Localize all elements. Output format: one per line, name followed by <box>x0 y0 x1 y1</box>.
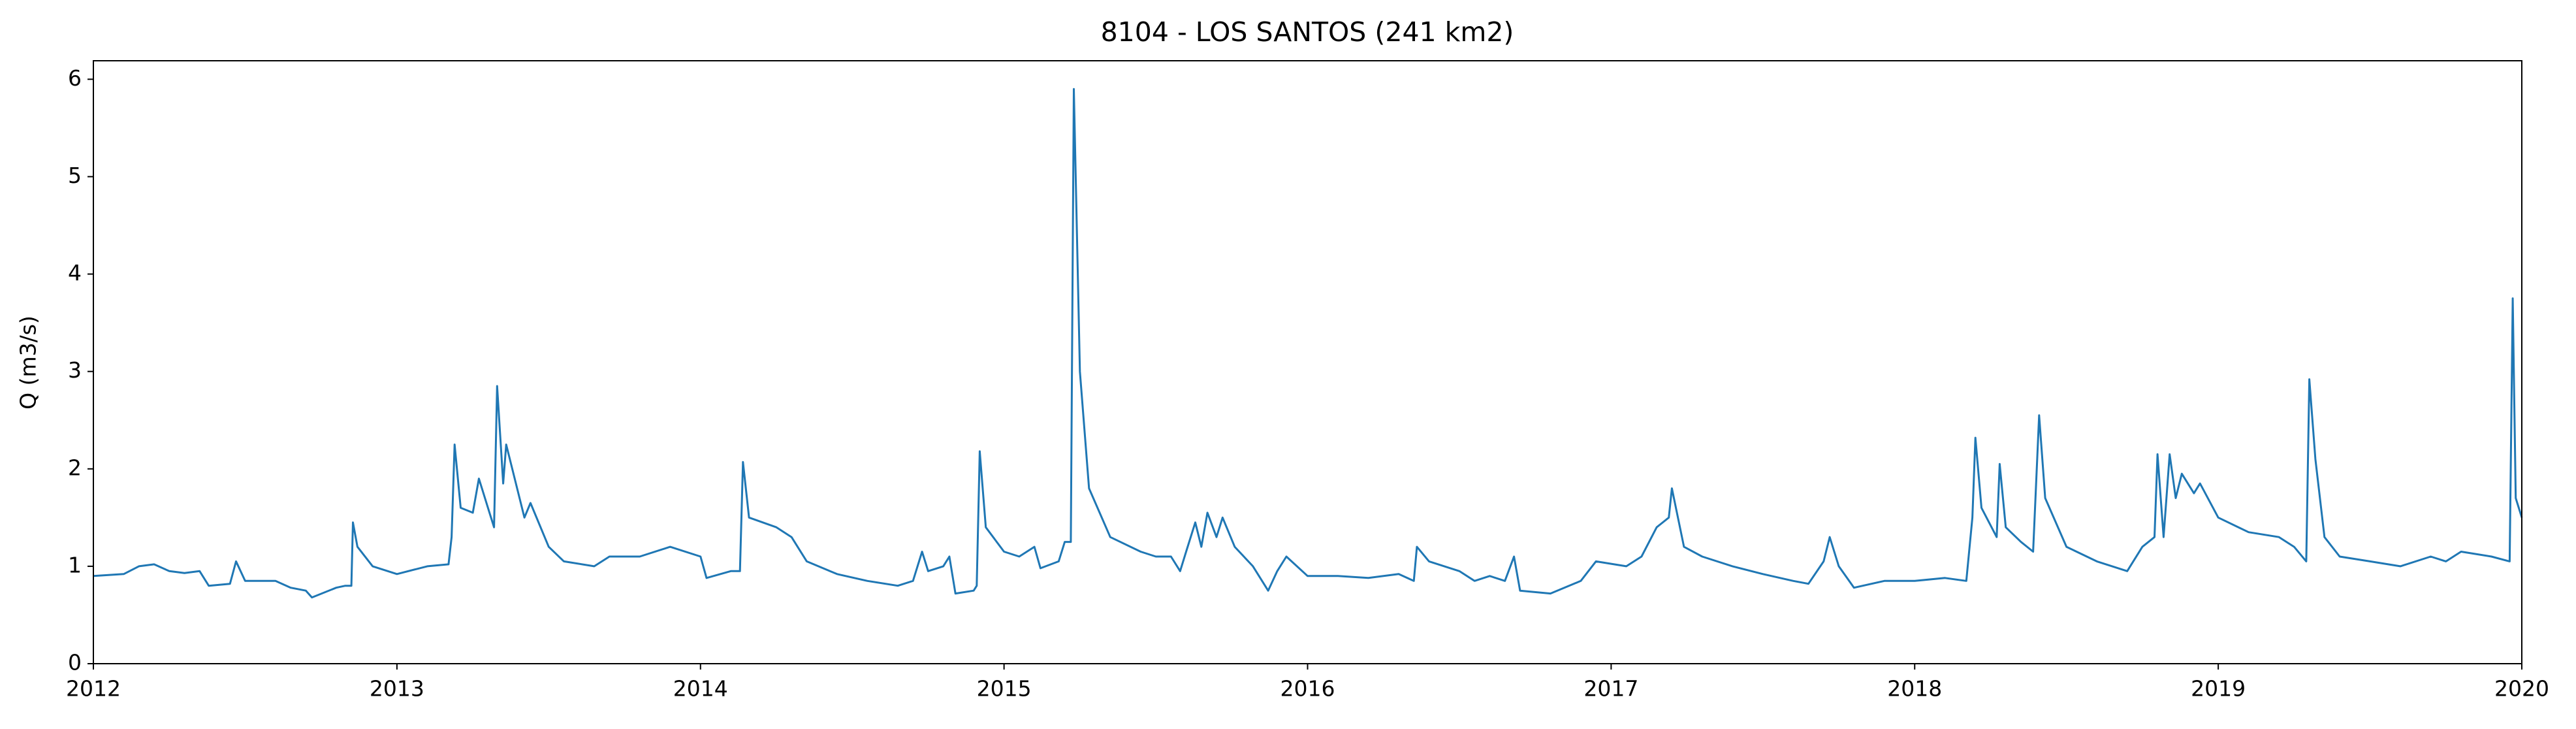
x-tick-label: 2013 <box>370 676 424 702</box>
x-tick-label: 2014 <box>673 676 728 702</box>
y-tick-label: 6 <box>68 65 82 91</box>
y-tick-label: 3 <box>68 357 82 383</box>
y-tick-label: 4 <box>68 260 82 285</box>
chart-title: 8104 - LOS SANTOS (241 km2) <box>1101 16 1514 48</box>
x-tick-label: 2016 <box>1280 676 1335 702</box>
y-tick-label: 2 <box>68 455 82 480</box>
data-line <box>93 88 2523 599</box>
y-axis-label: Q (m3/s) <box>16 316 41 410</box>
x-tick-label: 2018 <box>1887 676 1942 702</box>
y-tick-label: 0 <box>68 650 82 675</box>
x-tick-label: 2020 <box>2494 676 2549 702</box>
plot-frame <box>93 60 2522 664</box>
x-tick-label: 2012 <box>66 676 121 702</box>
y-tick-label: 5 <box>68 163 82 188</box>
y-tick-label: 1 <box>68 552 82 577</box>
x-tick-label: 2019 <box>2191 676 2246 702</box>
x-tick-label: 2017 <box>1583 676 1638 702</box>
x-tick-label: 2015 <box>977 676 1032 702</box>
